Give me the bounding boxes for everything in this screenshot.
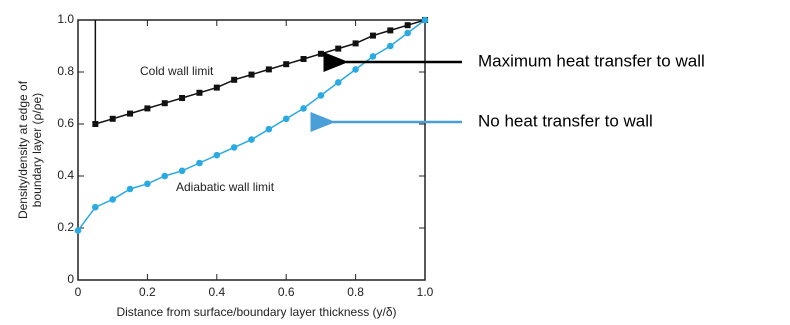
data-point bbox=[404, 22, 411, 29]
callout-text: Maximum heat transfer to wall bbox=[478, 51, 705, 70]
data-point bbox=[144, 180, 151, 188]
data-point bbox=[352, 66, 359, 73]
data-point bbox=[334, 79, 342, 86]
data-point bbox=[300, 105, 307, 112]
data-point bbox=[352, 40, 359, 47]
data-point bbox=[248, 136, 255, 143]
data-point bbox=[196, 159, 203, 167]
data-point bbox=[161, 172, 169, 180]
x-tick-label: 0.6 bbox=[278, 285, 295, 299]
data-point bbox=[126, 185, 134, 193]
plot-frame bbox=[77, 19, 426, 281]
x-tick-label: 0.2 bbox=[139, 285, 156, 299]
data-point bbox=[369, 53, 377, 60]
y-axis-label: Density/density at edge of bbox=[16, 80, 30, 219]
y-tick-label: 0.6 bbox=[57, 116, 74, 130]
data-point bbox=[178, 167, 186, 175]
data-point bbox=[213, 151, 221, 159]
data-point bbox=[317, 50, 324, 57]
data-point bbox=[74, 227, 82, 234]
data-point bbox=[196, 89, 203, 96]
x-axis-label: Distance from surface/boundary layer thi… bbox=[116, 305, 396, 319]
data-point bbox=[387, 42, 394, 50]
series-label: Cold wall limit bbox=[140, 64, 214, 78]
series-label: Adiabatic wall limit bbox=[176, 180, 275, 194]
data-point bbox=[265, 125, 273, 133]
data-point bbox=[127, 110, 134, 117]
data-point bbox=[421, 16, 429, 24]
data-point bbox=[92, 121, 99, 127]
x-tick-label: 0.4 bbox=[208, 285, 225, 299]
data-point bbox=[109, 115, 116, 122]
y-tick-label: 0.2 bbox=[57, 220, 74, 234]
data-point bbox=[283, 61, 290, 68]
data-point bbox=[300, 56, 307, 62]
x-tick-label: 0 bbox=[75, 285, 82, 299]
data-point bbox=[317, 92, 325, 99]
data-point bbox=[231, 76, 238, 83]
series-line bbox=[77, 19, 426, 232]
data-point bbox=[265, 66, 272, 73]
data-point bbox=[335, 45, 342, 52]
data-point bbox=[179, 95, 186, 101]
callout-text: No heat transfer to wall bbox=[478, 111, 653, 130]
y-tick-label: 1.0 bbox=[57, 12, 74, 26]
y-tick-label: 0 bbox=[67, 272, 74, 286]
x-tick-label: 0.8 bbox=[347, 285, 364, 299]
data-point bbox=[387, 27, 394, 34]
data-point bbox=[144, 105, 151, 112]
data-point bbox=[230, 144, 238, 151]
data-point bbox=[282, 115, 290, 123]
y-tick-label: 0.8 bbox=[57, 64, 74, 78]
data-point bbox=[161, 100, 168, 107]
y-tick-label: 0.4 bbox=[57, 168, 74, 182]
data-point bbox=[213, 84, 220, 91]
data-point bbox=[248, 71, 255, 78]
data-point bbox=[369, 32, 376, 39]
x-tick-label: 1.0 bbox=[417, 285, 434, 299]
data-point bbox=[404, 29, 411, 37]
data-point bbox=[109, 196, 116, 203]
data-point bbox=[92, 203, 99, 211]
y-axis-label: boundary layer (ρ/ρe) bbox=[30, 93, 44, 207]
